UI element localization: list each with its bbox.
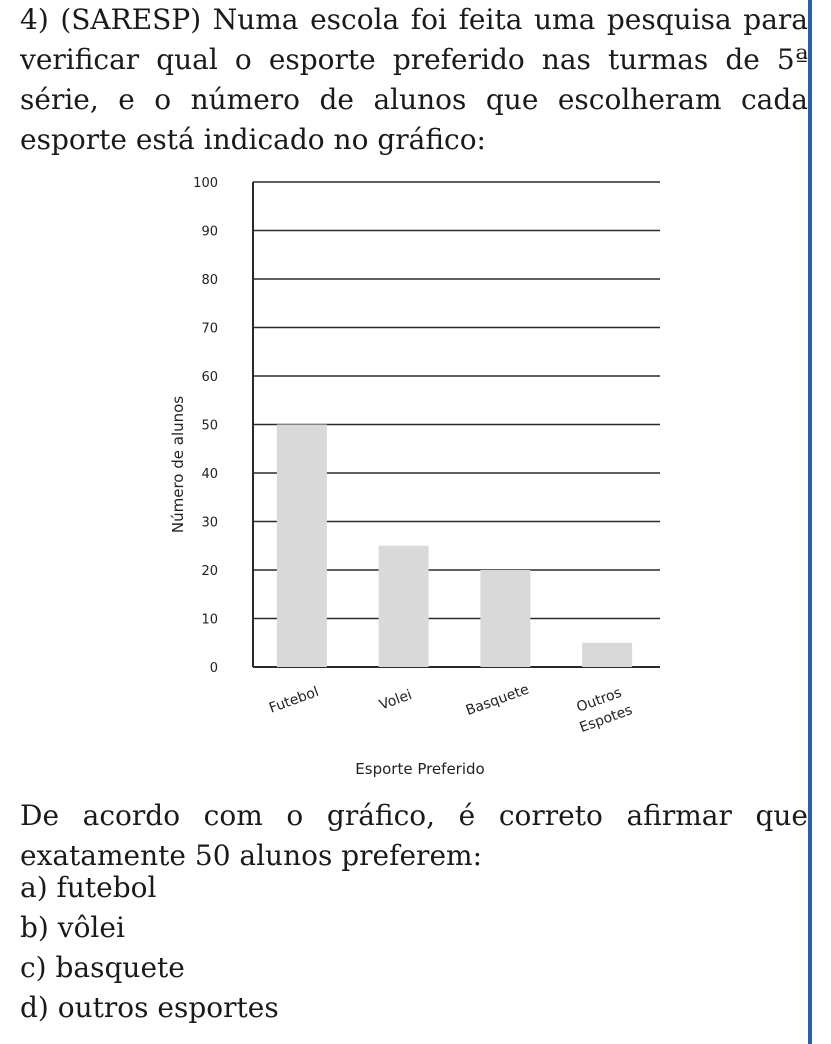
x-tick-label-line: Basquete [464,681,531,719]
y-tick-label: 30 [201,516,218,531]
bar-0 [276,424,327,667]
y-tick-label: 50 [201,419,218,434]
y-tick-label: 20 [201,564,218,579]
x-axis-label: Esporte Preferido [355,760,484,778]
question-line-3: série, e o número de alunos que escolher… [20,83,808,116]
bar-2 [480,570,531,667]
bar-chart: 0 10 20 30 40 50 60 70 80 90 100 Futebol Volei Basque… [169,176,660,778]
page-right-border [808,0,812,1044]
y-axis-label: Número de alunos [169,396,187,533]
y-tick-label: 0 [210,661,218,676]
x-tick-label: Basquete [464,681,531,719]
x-tick-label-line: Volei [377,687,414,713]
option-a[interactable]: a) futebol [20,871,157,904]
y-tick-label: 70 [201,322,218,337]
y-tick-label: 90 [201,225,218,240]
question-text: 4) (SARESP) Numa escola foi feita uma pe… [20,0,808,160]
y-tick-label: 60 [201,370,218,385]
prompt-line-1: De acordo com o gráfico, é correto afirm… [20,799,808,832]
option-b[interactable]: b) vôlei [20,911,125,944]
y-tick-label: 40 [201,467,218,482]
question-line-4: esporte está indicado no gráfico: [20,123,486,156]
x-tick-label: Futebol [267,684,321,717]
option-d[interactable]: d) outros esportes [20,991,279,1024]
answer-options: a) futebol b) vôlei c) basquete d) outro… [20,868,279,1028]
option-c[interactable]: c) basquete [20,951,185,984]
x-tick-label-line: Futebol [267,684,321,717]
x-tick-label: Volei [377,687,414,713]
question-line-2: verificar qual o esporte preferido nas t… [20,43,808,76]
prompt-line-2: exatamente 50 alunos preferem: [20,839,482,872]
y-tick-label: 100 [193,176,218,191]
question-line-1: 4) (SARESP) Numa escola foi feita uma pe… [20,3,808,36]
y-tick-label: 10 [201,613,218,628]
question-prompt: De acordo com o gráfico, é correto afirm… [20,796,808,876]
bar-3 [582,642,633,667]
bar-1 [378,545,429,667]
y-tick-label: 80 [201,273,218,288]
